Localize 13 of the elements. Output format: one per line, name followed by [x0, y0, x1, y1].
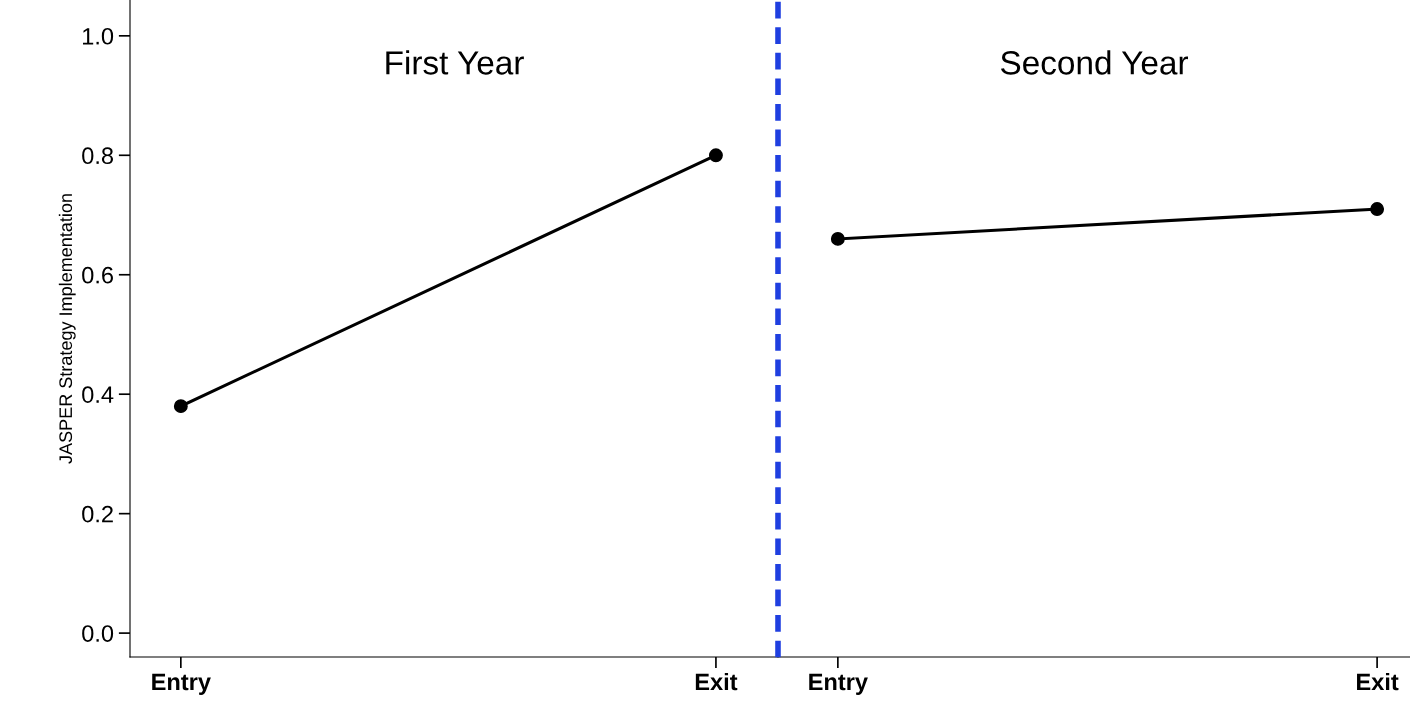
y-tick-label: 0.2 [82, 505, 113, 523]
x-tick-label: Exit [1357, 672, 1399, 691]
text: Second Year [1000, 50, 1188, 75]
y-tick-label: 0.4 [82, 386, 114, 403]
x-tick-label: Exit [695, 672, 738, 691]
text: First Year [386, 50, 524, 75]
y-tick-label: 0.8 [82, 147, 113, 165]
y-tick-label: 0.6 [82, 266, 113, 284]
y-tick-label: 0.0 [82, 625, 114, 642]
x-tick-label: Entry [809, 673, 868, 695]
x-tick-label: Entry [152, 673, 211, 695]
y-axis-title: JASPER Strategy Implementation [58, 194, 76, 464]
y-tick-label: 1.0 [83, 27, 114, 45]
